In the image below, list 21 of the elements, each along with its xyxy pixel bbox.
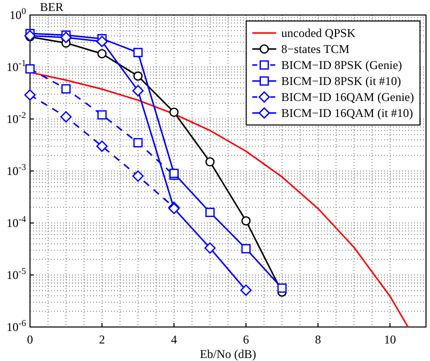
legend-label: uncoded QPSK	[281, 26, 356, 40]
y-tick-label: 10$^{-3}$	[6, 162, 26, 178]
x-tick-label: 4	[171, 332, 177, 347]
y-tick-label: 10$^{-6}$	[6, 318, 26, 334]
y-tick-label: 10$^{-4}$	[6, 214, 26, 230]
legend-label: BICM−ID 16QAM (it #10)	[281, 106, 414, 120]
legend-label: 8−states TCM	[281, 42, 350, 56]
x-tick-label: 0	[27, 332, 33, 347]
x-tick-label: 2	[99, 332, 105, 347]
x-tick-label: 10	[384, 332, 396, 347]
y-tick-label: 10$^{0}$	[10, 6, 26, 22]
x-axis-title: Eb/No (dB)	[200, 347, 256, 361]
y-tick-label: 10$^{-2}$	[6, 110, 26, 126]
x-tick-label: 8	[315, 332, 321, 347]
y-axis-title: BER	[40, 0, 64, 14]
legend-label: BICM−ID 8PSK (it #10)	[281, 74, 402, 88]
y-tick-label: 10$^{-5}$	[6, 266, 26, 282]
x-tick-label: 6	[243, 332, 249, 347]
legend-label: BICM−ID 16QAM (Genie)	[281, 90, 414, 104]
y-tick-label: 10$^{-1}$	[6, 58, 26, 74]
legend-label: BICM−ID 8PSK (Genie)	[281, 58, 402, 72]
